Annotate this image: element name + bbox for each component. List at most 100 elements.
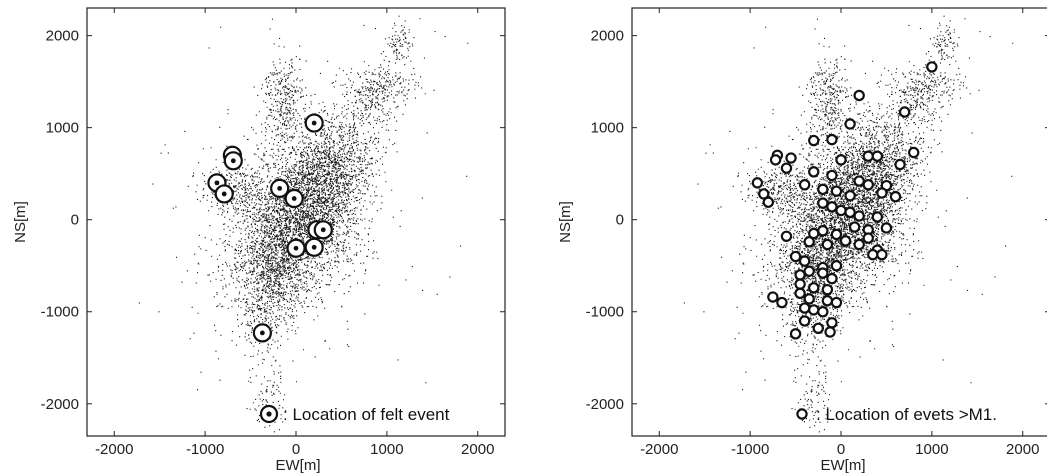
m1-event-marker: [817, 306, 829, 318]
felt-event-marker: [313, 220, 333, 240]
m1-event-marker: [762, 196, 775, 208]
m1-event-marker: [751, 177, 764, 189]
m1-event-marker: [835, 154, 847, 166]
m1-event-marker: [808, 166, 820, 178]
felt-event-panel: -2000 -1000 0 1000 2000 -2000 -1000 0 1000 2000 E…: [12, 7, 506, 473]
m1-event-marker: [821, 238, 834, 251]
seismicity-dots: [138, 15, 469, 433]
m1-event-marker: [830, 260, 843, 272]
m1-event-marker: [894, 158, 906, 171]
y-tick-label: -1000: [586, 304, 624, 321]
y-tick-label: 2000: [46, 28, 79, 45]
m1-event-marker: [798, 302, 811, 314]
m1-event-marker: [844, 190, 856, 202]
background-seismicity: [683, 15, 1014, 433]
m1-event-marker: [862, 179, 874, 191]
m1-event-marker: [898, 106, 911, 118]
x-tick-label: -1000: [186, 441, 224, 458]
m1-event-marker: [826, 169, 838, 182]
y-tick-label: 0: [616, 212, 624, 229]
m1-event-marker: [876, 187, 888, 199]
y-tick-label: 1000: [46, 120, 79, 137]
m1-event-marker: [862, 150, 874, 162]
axis-ticks: -2000 -1000 0 1000 2000 -2000 -1000 0 1000 2000: [586, 8, 1047, 458]
m1-event-marker: [803, 265, 815, 277]
m1-event-marker: [808, 304, 820, 316]
felt-event-marker: [223, 151, 243, 171]
x-tick-label: -1000: [731, 441, 769, 458]
m1-event-marker: [830, 185, 843, 197]
felt-event-marker: [252, 323, 272, 343]
m1-event-marker: [817, 183, 829, 196]
y-axis-label: NS[m]: [12, 201, 29, 243]
m1-event-marker: [839, 235, 852, 247]
x-tick-label: -2000: [640, 441, 678, 458]
m1-event-marker: [808, 282, 820, 294]
m1-event-panel: -2000 -1000 0 1000 2000 -2000 -1000 0 1000 2000 E…: [557, 7, 1047, 473]
axis-ticks: -2000 -1000 0 1000 2000 -2000 -1000 0 1000 2000: [41, 8, 505, 458]
m1-event-marker: [889, 190, 902, 203]
x-tick-label: 0: [292, 441, 300, 458]
m1-event-marker: [780, 162, 793, 174]
m1-event-marker: [821, 294, 834, 307]
m1-event-marker: [844, 118, 856, 130]
m1-event-marker: [853, 238, 865, 251]
m1-event-marker: [798, 315, 811, 327]
m1-event-marker: [826, 133, 838, 146]
y-tick-label: -1000: [41, 304, 79, 321]
m1-event-marker: [844, 206, 856, 219]
m1-event-marker: [817, 197, 829, 209]
seismicity-dots: [683, 15, 1014, 433]
legend-label: : Location of felt event: [283, 405, 450, 424]
m1-event-marker: [803, 236, 815, 248]
x-tick-label: 0: [837, 441, 845, 458]
m1-event-marker: [907, 146, 920, 159]
legend-marker: [259, 404, 279, 424]
m1-event-marker: [871, 211, 884, 223]
m1-event-marker: [830, 228, 843, 241]
m1-event-marker: [780, 230, 793, 242]
background-seismicity: [138, 15, 469, 433]
m1-event-marker: [876, 248, 888, 261]
m1-event-markers: [751, 61, 938, 340]
m1-event-marker: [824, 326, 836, 338]
m1-event-marker: [767, 291, 779, 303]
y-axis-label: NS[m]: [557, 201, 574, 243]
m1-event-marker: [794, 278, 806, 290]
m1-event-marker: [853, 210, 865, 222]
m1-event-marker: [853, 175, 865, 187]
y-tick-label: -2000: [41, 396, 79, 413]
felt-event-marker: [270, 178, 290, 199]
m1-event-marker: [826, 317, 838, 329]
felt-event-marker: [286, 238, 306, 258]
legend: : Location of evets >M1.: [796, 405, 997, 424]
m1-event-marker: [880, 222, 893, 234]
m1-event-marker: [789, 250, 802, 263]
legend-marker: [796, 408, 808, 420]
m1-event-marker: [758, 188, 770, 200]
y-tick-label: 0: [71, 212, 79, 229]
x-tick-label: 1000: [370, 441, 403, 458]
x-axis-label: EW[m]: [821, 457, 866, 473]
m1-event-marker: [826, 201, 838, 213]
m1-event-marker: [817, 267, 829, 279]
m1-event-marker: [830, 296, 843, 309]
felt-event-marker: [304, 113, 324, 133]
m1-event-marker: [789, 328, 802, 340]
m1-event-marker: [867, 248, 879, 261]
m1-event-marker: [835, 204, 847, 217]
m1-event-marker: [803, 293, 815, 305]
m1-event-marker: [926, 61, 938, 73]
m1-event-marker: [848, 221, 861, 233]
m1-event-marker: [808, 134, 820, 147]
x-tick-label: -2000: [95, 441, 133, 458]
legend: : Location of felt event: [259, 404, 450, 424]
m1-event-marker: [776, 296, 788, 309]
m1-event-marker: [812, 322, 824, 335]
x-tick-label: 2000: [461, 441, 494, 458]
y-tick-label: -2000: [586, 396, 624, 413]
m1-event-marker: [853, 89, 865, 102]
m1-event-marker: [862, 232, 874, 244]
x-tick-label: 2000: [1006, 441, 1039, 458]
